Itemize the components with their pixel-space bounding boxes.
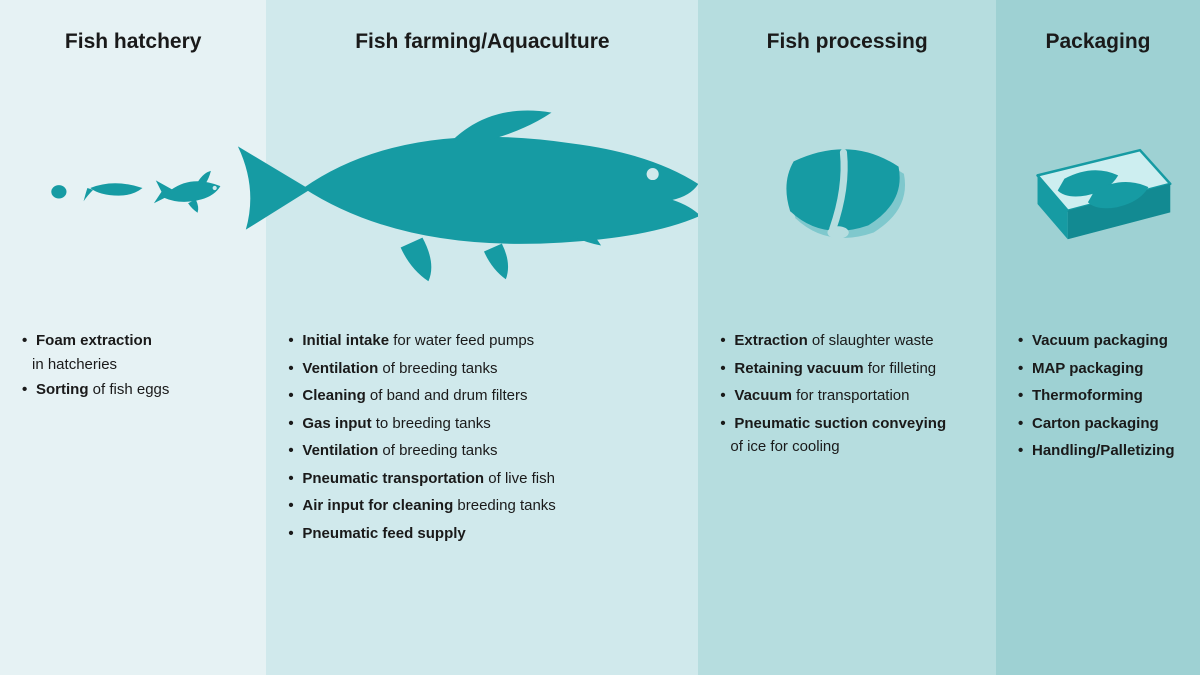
list-item: MAP packaging	[1018, 356, 1182, 382]
list-item: Pneumatic feed supply	[288, 521, 680, 547]
list-item: Ventilation of breeding tanks	[288, 438, 680, 464]
list-item: Pneumatic suction conveying	[720, 411, 978, 437]
column-title: Fish processing	[716, 30, 978, 58]
bullet-list: Extraction of slaughter waste Retaining …	[716, 328, 978, 438]
list-item: Vacuum packaging	[1018, 328, 1182, 354]
item-rest: of slaughter waste	[808, 332, 934, 349]
column-processing: Fish processing Extraction of slaughter …	[698, 0, 996, 675]
item-bold: Pneumatic suction conveying	[734, 415, 946, 432]
list-item: Retaining vacuum for filleting	[720, 356, 978, 382]
item-bold: Handling/Palletizing	[1032, 442, 1175, 459]
item-rest: of band and drum filters	[366, 387, 528, 404]
item-rest-wrap: in hatcheries	[18, 352, 248, 378]
item-rest: for water feed pumps	[389, 332, 534, 349]
list-item: Sorting of fish eggs	[22, 377, 248, 403]
item-rest: to breeding tanks	[372, 415, 491, 432]
list-item: Ventilation of breeding tanks	[288, 356, 680, 382]
bullet-list: Initial intake for water feed pumps Vent…	[284, 328, 680, 548]
item-rest: breeding tanks	[453, 497, 556, 514]
hatchery-icon	[18, 78, 248, 298]
column-title: Fish hatchery	[18, 30, 248, 58]
infographic-container: Fish hatchery Fo	[0, 0, 1200, 675]
processing-icon	[716, 78, 978, 298]
list-item: Initial intake for water feed pumps	[288, 328, 680, 354]
item-bold: Retaining vacuum	[734, 360, 863, 377]
item-bold: Gas input	[302, 415, 371, 432]
column-title: Packaging	[1014, 30, 1182, 58]
item-rest-wrap: of ice for cooling	[716, 434, 978, 460]
item-bold: Pneumatic feed supply	[302, 525, 465, 542]
item-rest: of breeding tanks	[378, 360, 497, 377]
column-title: Fish farming/Aquaculture	[284, 30, 680, 58]
list-item: Cleaning of band and drum filters	[288, 383, 680, 409]
item-bold: Cleaning	[302, 387, 365, 404]
item-bold: Ventilation	[302, 360, 378, 377]
bullet-list: Sorting of fish eggs	[18, 377, 248, 405]
item-bold: Pneumatic transportation	[302, 470, 484, 487]
list-item: Vacuum for transportation	[720, 383, 978, 409]
item-bold: Thermoforming	[1032, 387, 1143, 404]
bullet-list: Vacuum packaging MAP packaging Thermofor…	[1014, 328, 1182, 466]
item-bold: Foam extraction	[36, 332, 152, 349]
item-bold: Sorting	[36, 381, 89, 398]
list-item: Pneumatic transportation of live fish	[288, 466, 680, 492]
item-bold: Carton packaging	[1032, 415, 1159, 432]
list-item: Air input for cleaning breeding tanks	[288, 493, 680, 519]
list-item: Foam extraction	[22, 328, 248, 354]
farming-icon	[224, 78, 740, 298]
item-bold: Vacuum packaging	[1032, 332, 1168, 349]
item-rest: for filleting	[864, 360, 937, 377]
list-item: Extraction of slaughter waste	[720, 328, 978, 354]
list-item: Carton packaging	[1018, 411, 1182, 437]
list-item: Handling/Palletizing	[1018, 438, 1182, 464]
item-bold: Initial intake	[302, 332, 389, 349]
bullet-list: Foam extraction	[18, 328, 248, 356]
column-packaging: Packaging Vacuum packaging MAP packagi	[996, 0, 1200, 675]
item-bold: MAP packaging	[1032, 360, 1143, 377]
item-bold: Ventilation	[302, 442, 378, 459]
list-item: Gas input to breeding tanks	[288, 411, 680, 437]
item-rest: of breeding tanks	[378, 442, 497, 459]
item-rest: of fish eggs	[89, 381, 170, 398]
item-rest: of live fish	[484, 470, 555, 487]
list-item: Thermoforming	[1018, 383, 1182, 409]
item-bold: Extraction	[734, 332, 807, 349]
item-bold: Air input for cleaning	[302, 497, 453, 514]
packaging-icon	[1014, 78, 1182, 298]
item-bold: Vacuum	[734, 387, 792, 404]
item-rest: for transportation	[792, 387, 910, 404]
column-farming: Fish farming/Aquaculture	[266, 0, 698, 675]
